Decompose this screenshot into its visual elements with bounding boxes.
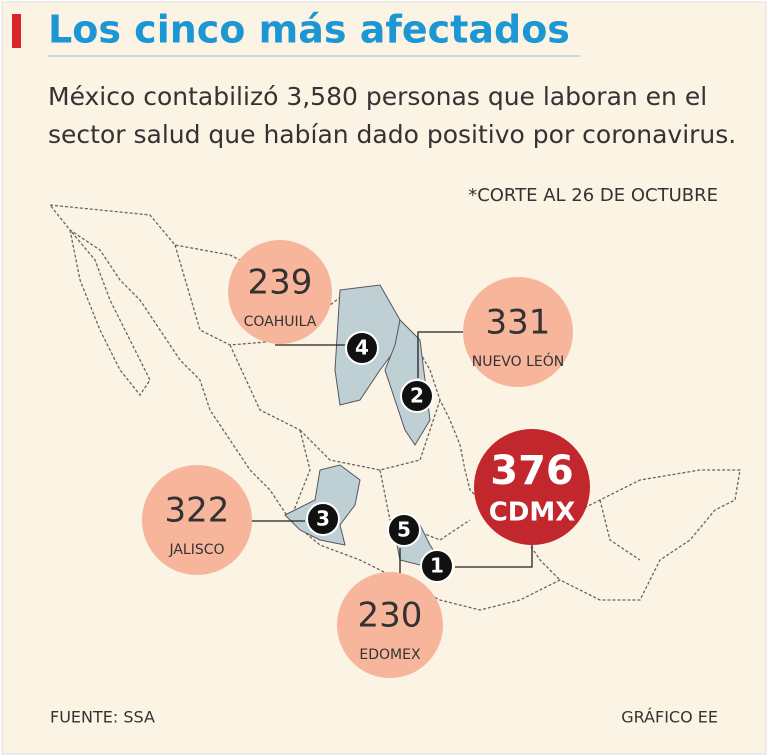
rank: 4 (355, 336, 369, 360)
title-accent (12, 14, 21, 48)
value: 239 (248, 263, 313, 303)
state-name: COAHUILA (244, 314, 317, 330)
rank-marker (306, 502, 340, 536)
rank: 1 (430, 554, 444, 578)
subtitle-line: sector salud que habían dado positivo po… (48, 120, 736, 149)
rank-marker (400, 379, 434, 413)
value-circle (337, 572, 443, 678)
connector (455, 545, 533, 568)
rank: 3 (316, 507, 330, 531)
rank: 5 (397, 518, 411, 542)
items: 239 COAHUILA 4 331 NUEVO LEÓN 2 376 CDMX 1 322 JAL… (142, 240, 590, 678)
value: 322 (165, 491, 230, 531)
state-name: JALISCO (168, 542, 224, 558)
credit: GRÁFICO EE (621, 708, 718, 727)
value-circle (142, 465, 252, 575)
rank-marker (420, 549, 454, 583)
state-name: EDOMEX (359, 647, 421, 663)
value-circle (463, 277, 573, 387)
value-circle (474, 429, 590, 545)
peninsula (69, 229, 151, 397)
connector (417, 331, 465, 378)
state-name: CDMX (489, 498, 576, 528)
title: Los cinco más afectados (48, 8, 570, 52)
source: FUENTE: SSA (50, 708, 155, 727)
rank: 2 (410, 384, 424, 408)
note: *CORTE AL 26 DE OCTUBRE (468, 185, 718, 206)
rank-marker (345, 331, 379, 365)
state-name: NUEVO LEÓN (472, 352, 565, 370)
value: 331 (486, 303, 551, 343)
value: 230 (358, 596, 423, 636)
subtitle-line: México contabilizó 3,580 personas que la… (48, 82, 707, 111)
value-circle (228, 240, 332, 344)
value: 376 (490, 448, 574, 494)
rank-marker (387, 513, 421, 547)
